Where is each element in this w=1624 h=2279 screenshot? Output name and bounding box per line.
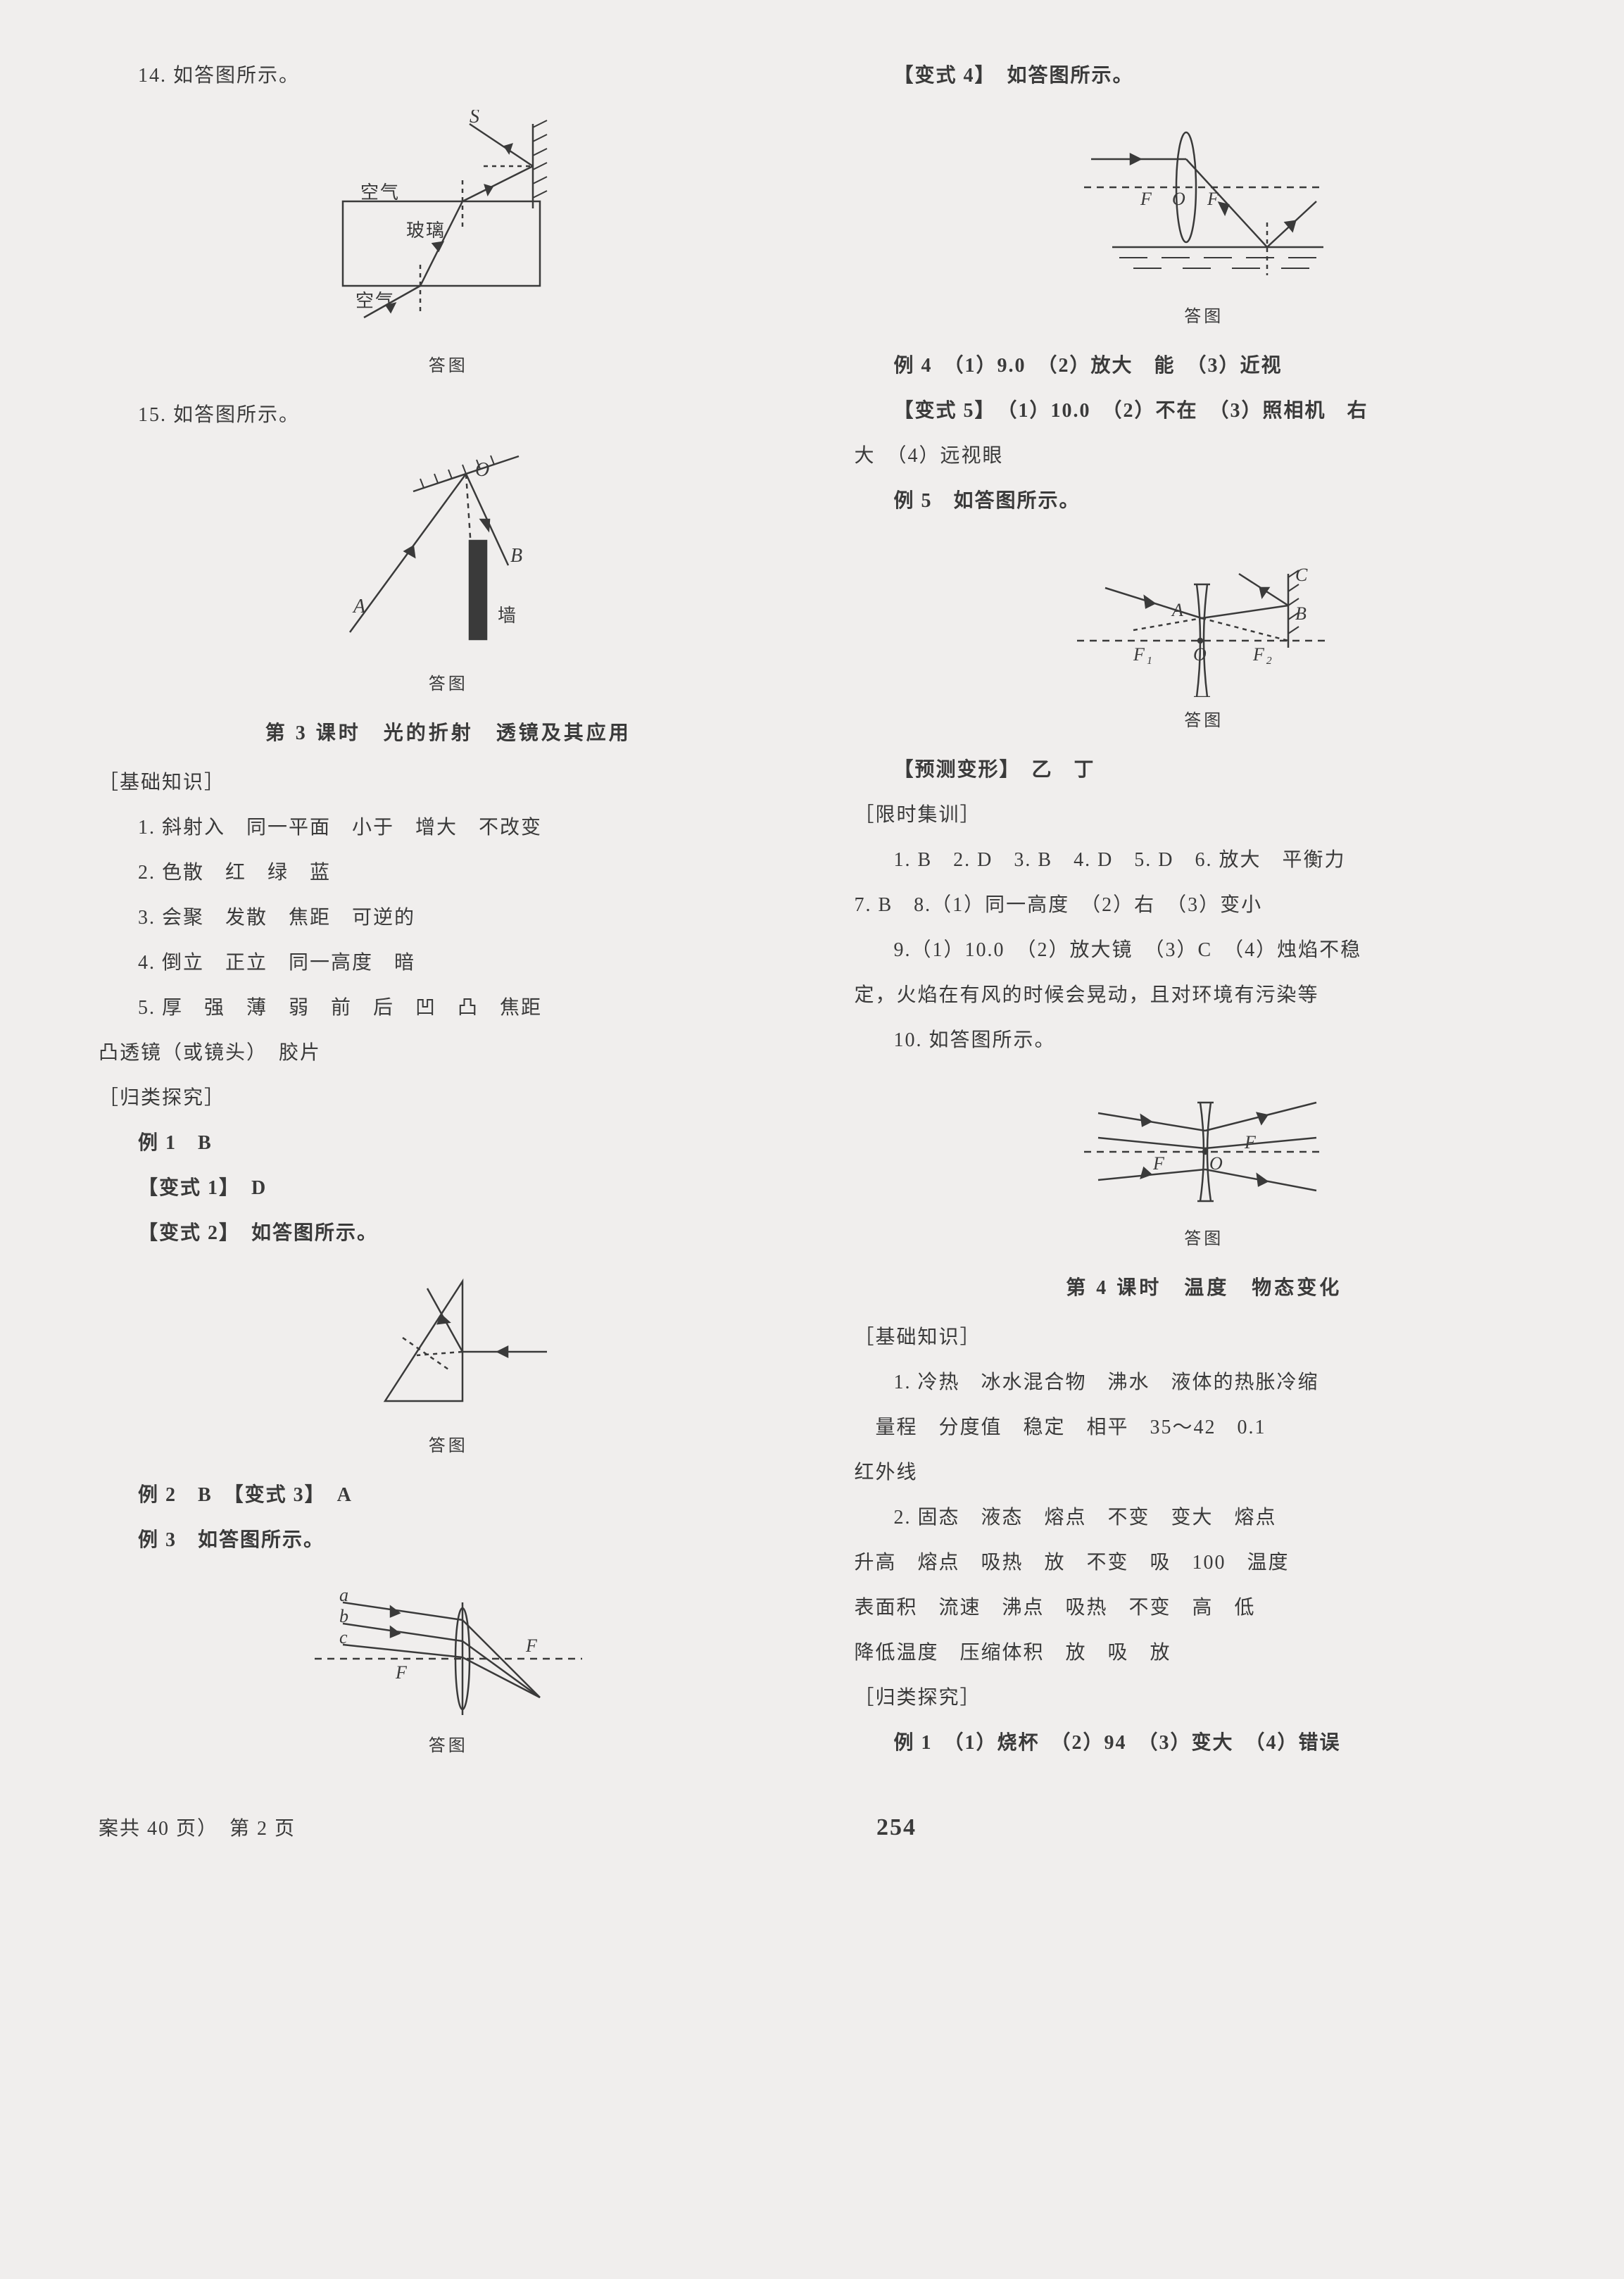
label-S: S [470,110,481,127]
fig14-caption: 答图 [99,349,798,383]
lesson3-title: 第 3 课时 光的折射 透镜及其应用 [99,714,798,753]
v5: 【变式 5】 （1）10.0 （2）不在 （3）照相机 右 [894,400,1368,422]
r-sec-class: ［归类探究］ [855,1678,1554,1718]
v2: 【变式 2】 如答图所示。 [138,1222,378,1244]
v4-F2: F [1207,189,1220,209]
b4: 4. 倒立 正立 同一高度 暗 [99,943,798,983]
e2: 例 2 B 【变式 3】 A [99,1476,798,1515]
footer-left: 案共 40 页） 第 2 页 [99,1809,296,1849]
v4: 【变式 4】 如答图所示。 [894,65,1134,87]
e1: 例 1 B [99,1124,798,1163]
v4-O: O [1172,189,1187,209]
figv2-caption: 答图 [99,1429,798,1463]
lbl-a: a [339,1585,350,1605]
b5: 5. 厚 强 薄 弱 前 后 凹 凸 焦距 [99,988,798,1028]
c1c: 红外线 [855,1453,1554,1493]
label-wall: 墙 [498,605,517,626]
b3: 3. 会聚 发散 焦距 可逆的 [99,898,798,938]
lbl-c: c [339,1627,349,1647]
label-air1: 空气 [360,182,400,203]
e5-A: A [1171,600,1185,620]
label-O: O [475,459,491,481]
t10-F1: F [1152,1153,1166,1174]
b2: 2. 色散 红 绿 蓝 [99,853,798,893]
ce1: 例 1 （1）烧杯 （2）94 （3）变大 （4）错误 [894,1732,1341,1754]
e5-B: B [1295,603,1308,624]
r-sec-base: ［基础知识］ [855,1318,1554,1357]
t10: 10. 如答图所示。 [855,1021,1554,1060]
page-number: 254 [876,1804,917,1852]
c2c: 表面积 流速 沸点 吸热 不变 高 低 [855,1588,1554,1628]
e5: 例 5 如答图所示。 [894,490,1081,512]
figure-14: S 空气 玻璃 空气 [99,110,798,342]
b1: 1. 斜射入 同一平面 小于 增大 不改变 [99,808,798,848]
c1b: 量程 分度值 稳定 相平 35～42 0.1 [855,1408,1554,1448]
sec-time: ［限时集训］ [855,796,1554,835]
t1: 1. B 2. D 3. B 4. D 5. D 6. 放大 平衡力 [855,841,1554,880]
figt10-caption: 答图 [855,1222,1554,1256]
sec-base: ［基础知识］ [99,763,798,803]
label-glass: 玻璃 [406,220,446,241]
footer: 案共 40 页） 第 2 页 254 [99,1804,1554,1852]
figure-v2 [99,1267,798,1422]
v1: 【变式 1】 D [99,1169,798,1208]
e4: 例 4 （1）9.0 （2）放大 能 （3）近视 [894,355,1283,377]
figure-v4: F O F [855,110,1554,293]
label-A: A [352,596,367,617]
b5b: 凸透镜（或镜头） 胶片 [99,1034,798,1073]
lbl-F1: F [395,1662,408,1683]
label-B: B [510,545,524,567]
c1: 1. 冷热 冰水混合物 沸水 液体的热胀冷缩 [855,1363,1554,1402]
e5-O: O [1193,644,1208,665]
fige3-caption: 答图 [99,1729,798,1763]
lbl-b: b [339,1606,350,1626]
q14: 14. 如答图所示。 [99,56,798,96]
left-column: 14. 如答图所示。 [99,56,798,1776]
figure-e3: a b c F F [99,1574,798,1722]
t10-O: O [1209,1153,1224,1174]
c2d: 降低温度 压缩体积 放 吸 放 [855,1633,1554,1673]
v5b: 大 （4）远视眼 [855,437,1554,476]
v4-F1: F [1140,189,1153,209]
e5-F2: F₂ [1252,644,1273,665]
e3: 例 3 如答图所示。 [138,1529,325,1551]
fig15-caption: 答图 [99,667,798,701]
figure-15: O A B 墙 [99,449,798,660]
c2: 2. 固态 液态 熔点 不变 变大 熔点 [855,1498,1554,1538]
figv4-caption: 答图 [855,300,1554,334]
t7: 7. B 8.（1）同一高度 （2）右 （3）变小 [855,886,1554,925]
right-column: 【变式 4】 如答图所示。 [855,56,1554,1776]
figure-e5: A B C O F₁ F₂ [855,535,1554,697]
lesson4-title: 第 4 课时 温度 物态变化 [855,1269,1554,1308]
t10-F2: F [1244,1132,1257,1153]
lbl-F2: F [525,1636,539,1656]
c2b: 升高 熔点 吸热 放 不变 吸 100 温度 [855,1543,1554,1583]
label-air2: 空气 [355,291,395,311]
fige5-caption: 答图 [855,704,1554,738]
e5-F1: F₁ [1133,644,1154,665]
t9b: 定，火焰在有风的时候会晃动，且对环境有污染等 [855,976,1554,1015]
q15: 15. 如答图所示。 [99,396,798,435]
figure-t10: F O F [855,1074,1554,1215]
pred: 【预测变形】 乙 丁 [894,759,1095,781]
sec-class: ［归类探究］ [99,1079,798,1118]
t9: 9.（1）10.0 （2）放大镜 （3）C （4）烛焰不稳 [855,931,1554,970]
e5-C: C [1295,565,1309,585]
